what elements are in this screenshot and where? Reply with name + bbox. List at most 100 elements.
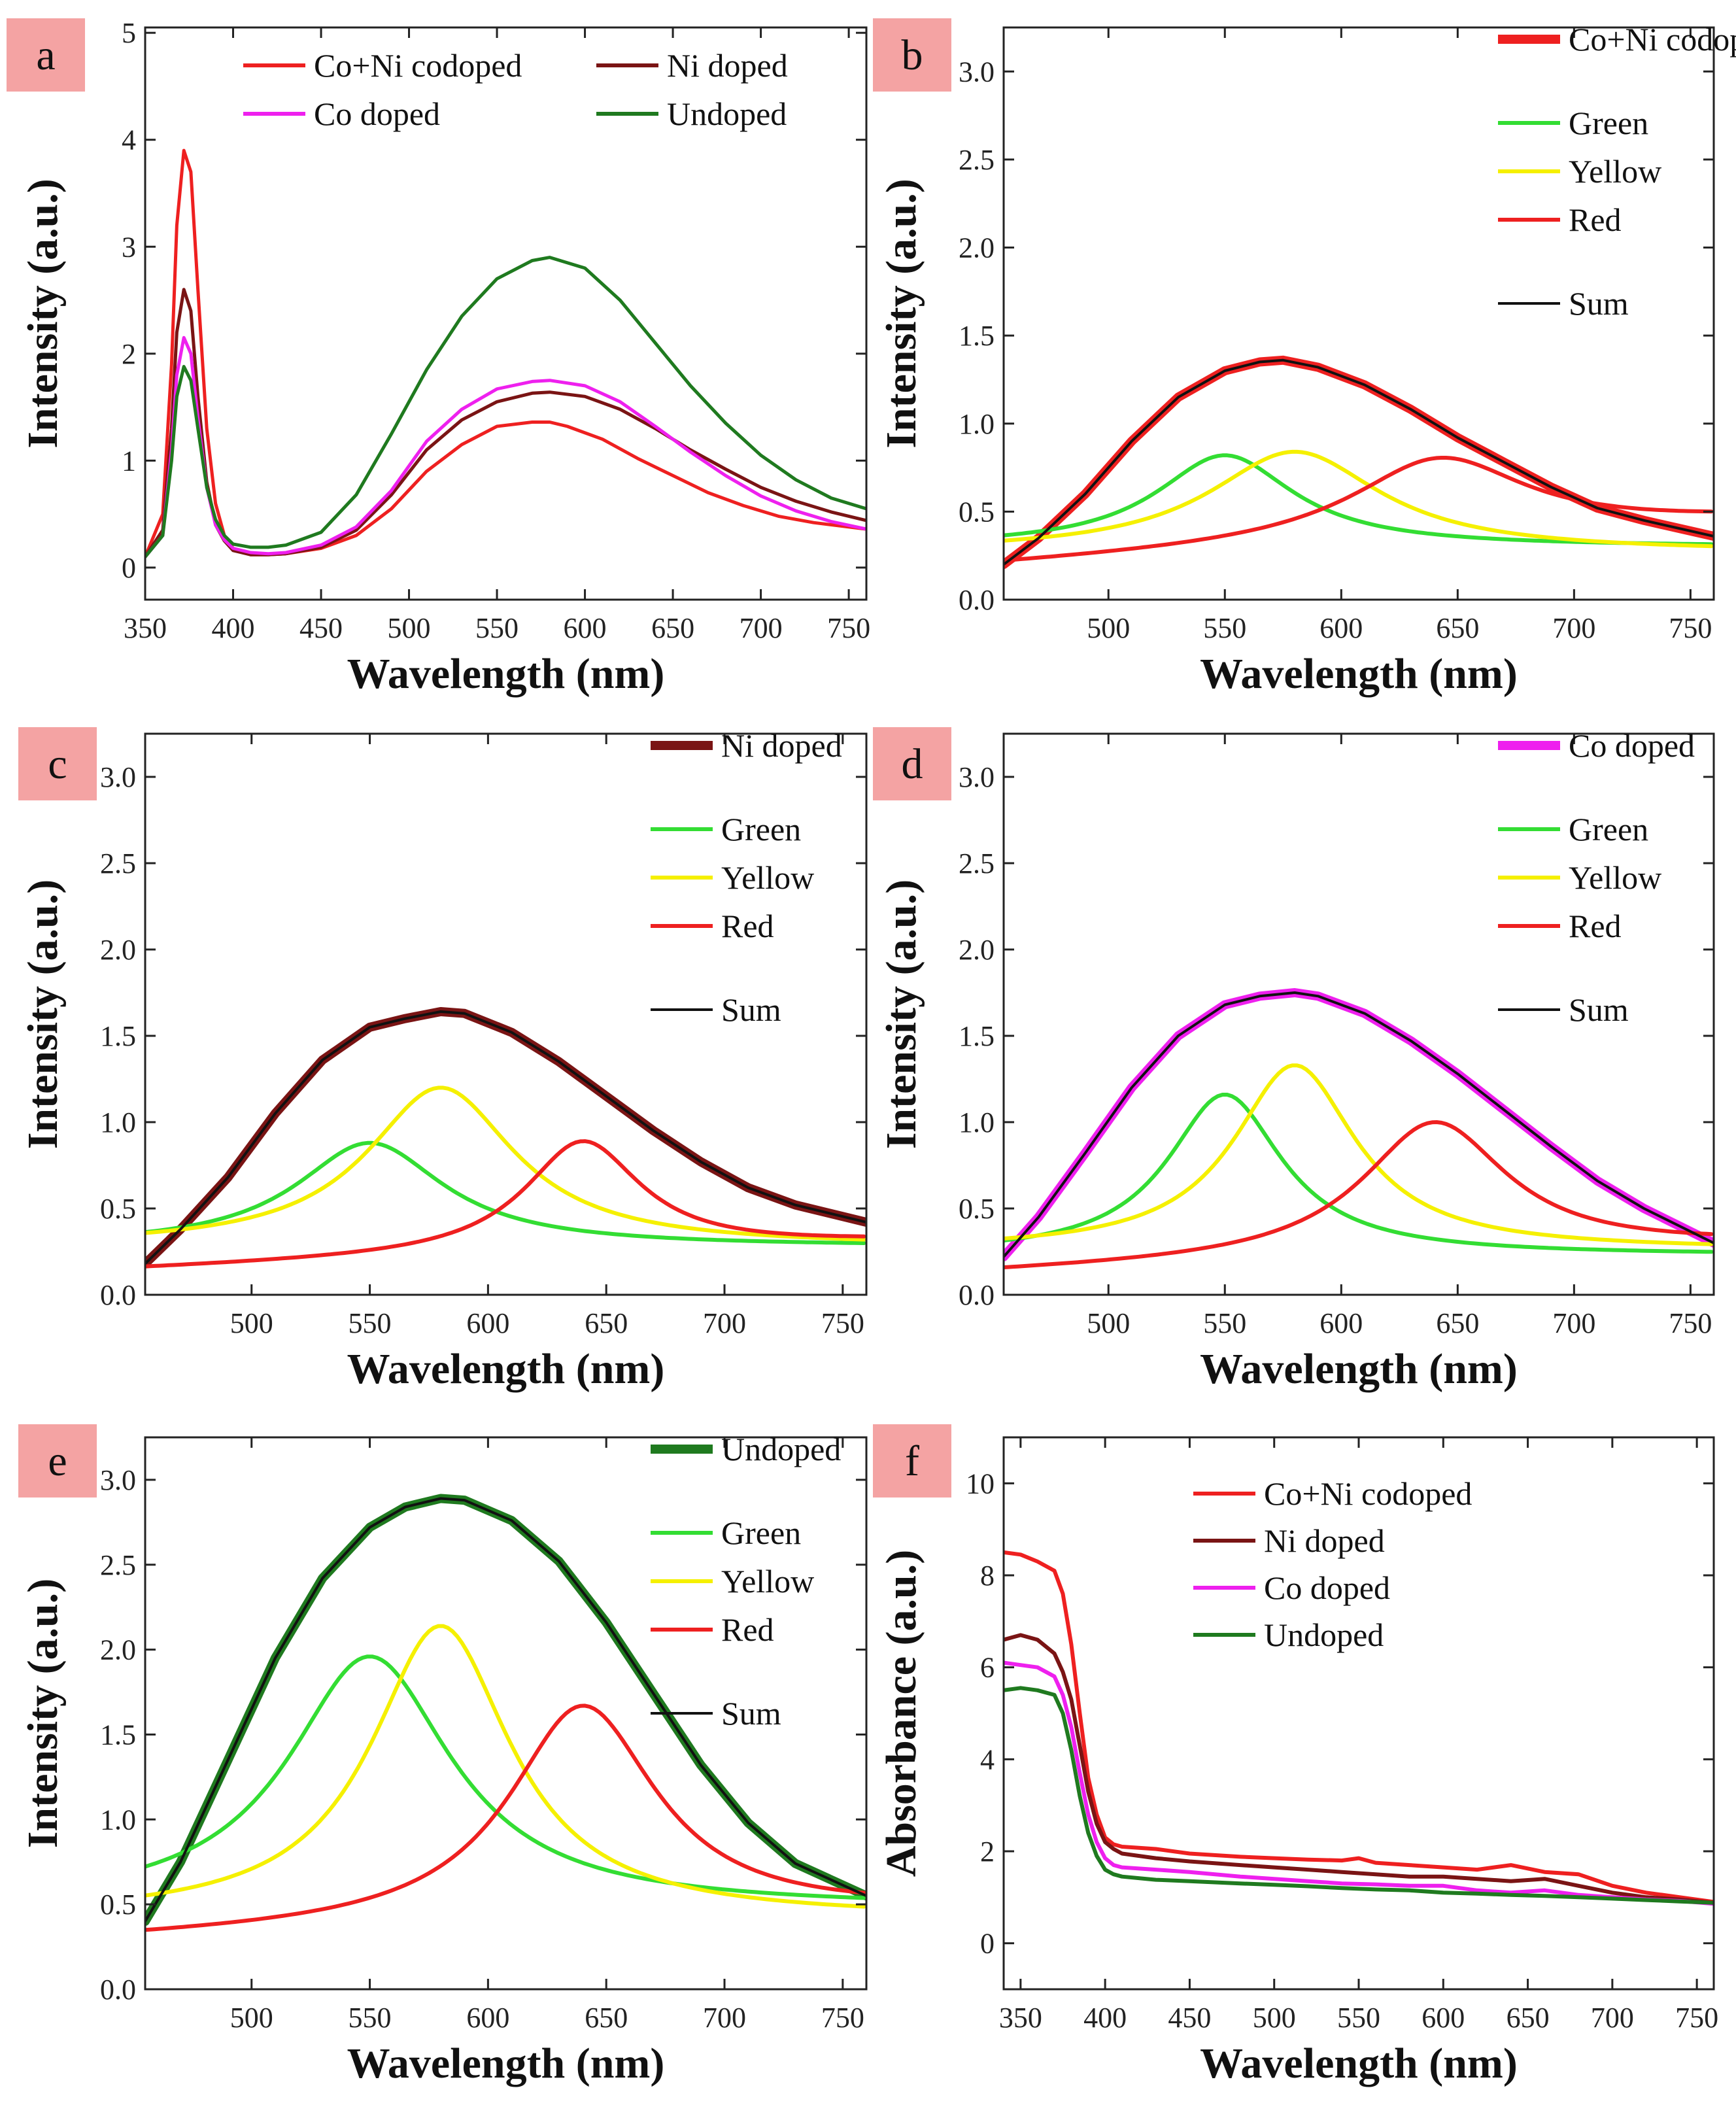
legend-label: Red [1569,201,1622,238]
series-line-yellow [145,1624,866,1909]
series-line-sum [145,1010,866,1265]
x-tick-label: 700 [703,1307,746,1339]
x-tick-label: 650 [585,2002,628,2034]
x-tick-label: 700 [740,612,783,644]
series-line-green [1004,1093,1714,1254]
plot-frame [144,1436,868,1991]
y-tick-label: 2.0 [959,232,995,264]
y-axis-title: Intensity (a.u.) [877,179,925,449]
series-line-undoped [145,256,866,559]
x-tick-label: 500 [388,612,431,644]
y-tick-label: 0.0 [959,1279,995,1311]
legend-label: Ni doped [667,47,788,84]
x-tick-label: 550 [1203,1307,1246,1339]
panel-a: a 350 400 450 500 550 600 650 700 750 0 1 2 3 4 5 Wavele… [7,17,870,698]
x-tick-label: 700 [1591,2002,1634,2034]
legend-label: Yellow [1569,859,1661,896]
y-tick-label: 1.0 [959,1106,995,1138]
legend-label: Ni doped [721,727,842,764]
panel-tag-label: e [48,1437,67,1485]
legend-label: Yellow [721,1563,814,1600]
series-line-yellow [145,1086,866,1242]
x-tick-label: 500 [1087,612,1130,644]
series-line-red [145,1139,866,1269]
x-axis-title: Wavelength (nm) [347,2040,665,2087]
y-tick-label: 0.0 [959,584,995,616]
y-tick-label: 2.5 [959,144,995,176]
x-tick-label: 750 [821,2002,864,2034]
series-line-undoped [1004,1686,1714,1905]
panel-tag-label: f [905,1437,919,1485]
plot-frame [1002,1436,1715,1991]
series-line-yellow [1004,1063,1714,1246]
y-tick-label: 1.0 [100,1804,136,1836]
x-tick-label: 750 [1669,612,1712,644]
x-tick-label: 600 [466,1307,509,1339]
y-tick-label: 4 [122,124,136,156]
y-tick-label: 1.0 [959,408,995,440]
plot-frame [1002,732,1715,1296]
series-line-co-ni-codoped [1004,1550,1714,1904]
y-tick-label: 0 [122,552,136,584]
x-tick-label: 700 [1552,1307,1595,1339]
legend-label: Co+Ni codoped [1264,1475,1472,1512]
y-tick-label: 2.5 [100,847,136,880]
legend-label: Co doped [1264,1569,1390,1606]
x-tick-label: 600 [564,612,607,644]
panel-c: c 500 550 600 650 700 750 0.0 0.5 1.0 1.5 2.0 2.5 3.0… [18,727,868,1393]
legend-label: Yellow [1569,153,1661,190]
panel-tag-box [873,727,951,800]
legend: Co+Ni codoped Green Yellow Red Sum [1498,21,1736,322]
y-axis-title: Intensity (a.u.) [877,880,925,1150]
x-tick-label: 600 [466,2002,509,2034]
y-tick-label: 4 [980,1743,995,1775]
panel-tag-label: d [902,740,923,788]
panel-e: e 500 550 600 650 700 750 0.0 0.5 1.0 1.5 2.0 2.5 3.0… [18,1424,868,2087]
series-line-green [145,1654,866,1900]
y-tick-label: 2 [122,338,136,370]
x-tick-label: 750 [1675,2002,1718,2034]
y-tick-label: 1 [122,445,136,477]
plot-frame [1002,26,1715,601]
panel-tag-label: b [902,31,923,79]
series-line-yellow [1004,449,1714,549]
panel-tag-box [18,727,97,800]
y-tick-label: 3.0 [100,761,136,793]
series-line-sum [1004,991,1714,1258]
legend-label: Green [1569,105,1648,141]
x-tick-label: 400 [1083,2002,1127,2034]
y-tick-label: 6 [980,1652,995,1684]
panel-d: d 500 550 600 650 700 750 0.0 0.5 1.0 1.5 2.0 2.5 3.0… [873,727,1715,1393]
x-tick-label: 600 [1421,2002,1465,2034]
legend-label: Yellow [721,859,814,896]
x-tick-label: 750 [827,612,870,644]
series-line-co-ni-codoped [145,148,866,559]
legend-label: Sum [1569,991,1629,1028]
y-tick-label: 0.5 [100,1193,136,1225]
y-tick-label: 3.0 [959,761,995,793]
legend-label: Undoped [1264,1617,1384,1653]
x-tick-label: 400 [212,612,255,644]
y-tick-label: 8 [980,1560,995,1592]
y-tick-label: 10 [966,1467,995,1499]
series-line-sum [1004,358,1714,566]
y-tick-label: 1.5 [100,1719,136,1751]
y-tick-label: 0.0 [100,1279,136,1311]
x-tick-label: 550 [349,1307,392,1339]
panel-tag-box [873,18,951,92]
x-tick-label: 650 [1436,612,1479,644]
panel-tag-label: a [36,31,55,79]
legend-label: Green [721,1514,801,1551]
panel-tag-box [7,18,85,92]
x-tick-label: 700 [1552,612,1595,644]
y-tick-label: 0.5 [959,1193,995,1225]
x-tick-label: 750 [821,1307,864,1339]
legend-label: Red [1569,908,1622,944]
series-line-ni-doped [145,288,866,559]
series-line-red [1004,1120,1714,1269]
y-tick-label: 5 [122,17,136,49]
y-tick-label: 0.0 [100,1974,136,2006]
x-tick-label: 450 [1168,2002,1211,2034]
panel-tag-box [873,1424,951,1497]
